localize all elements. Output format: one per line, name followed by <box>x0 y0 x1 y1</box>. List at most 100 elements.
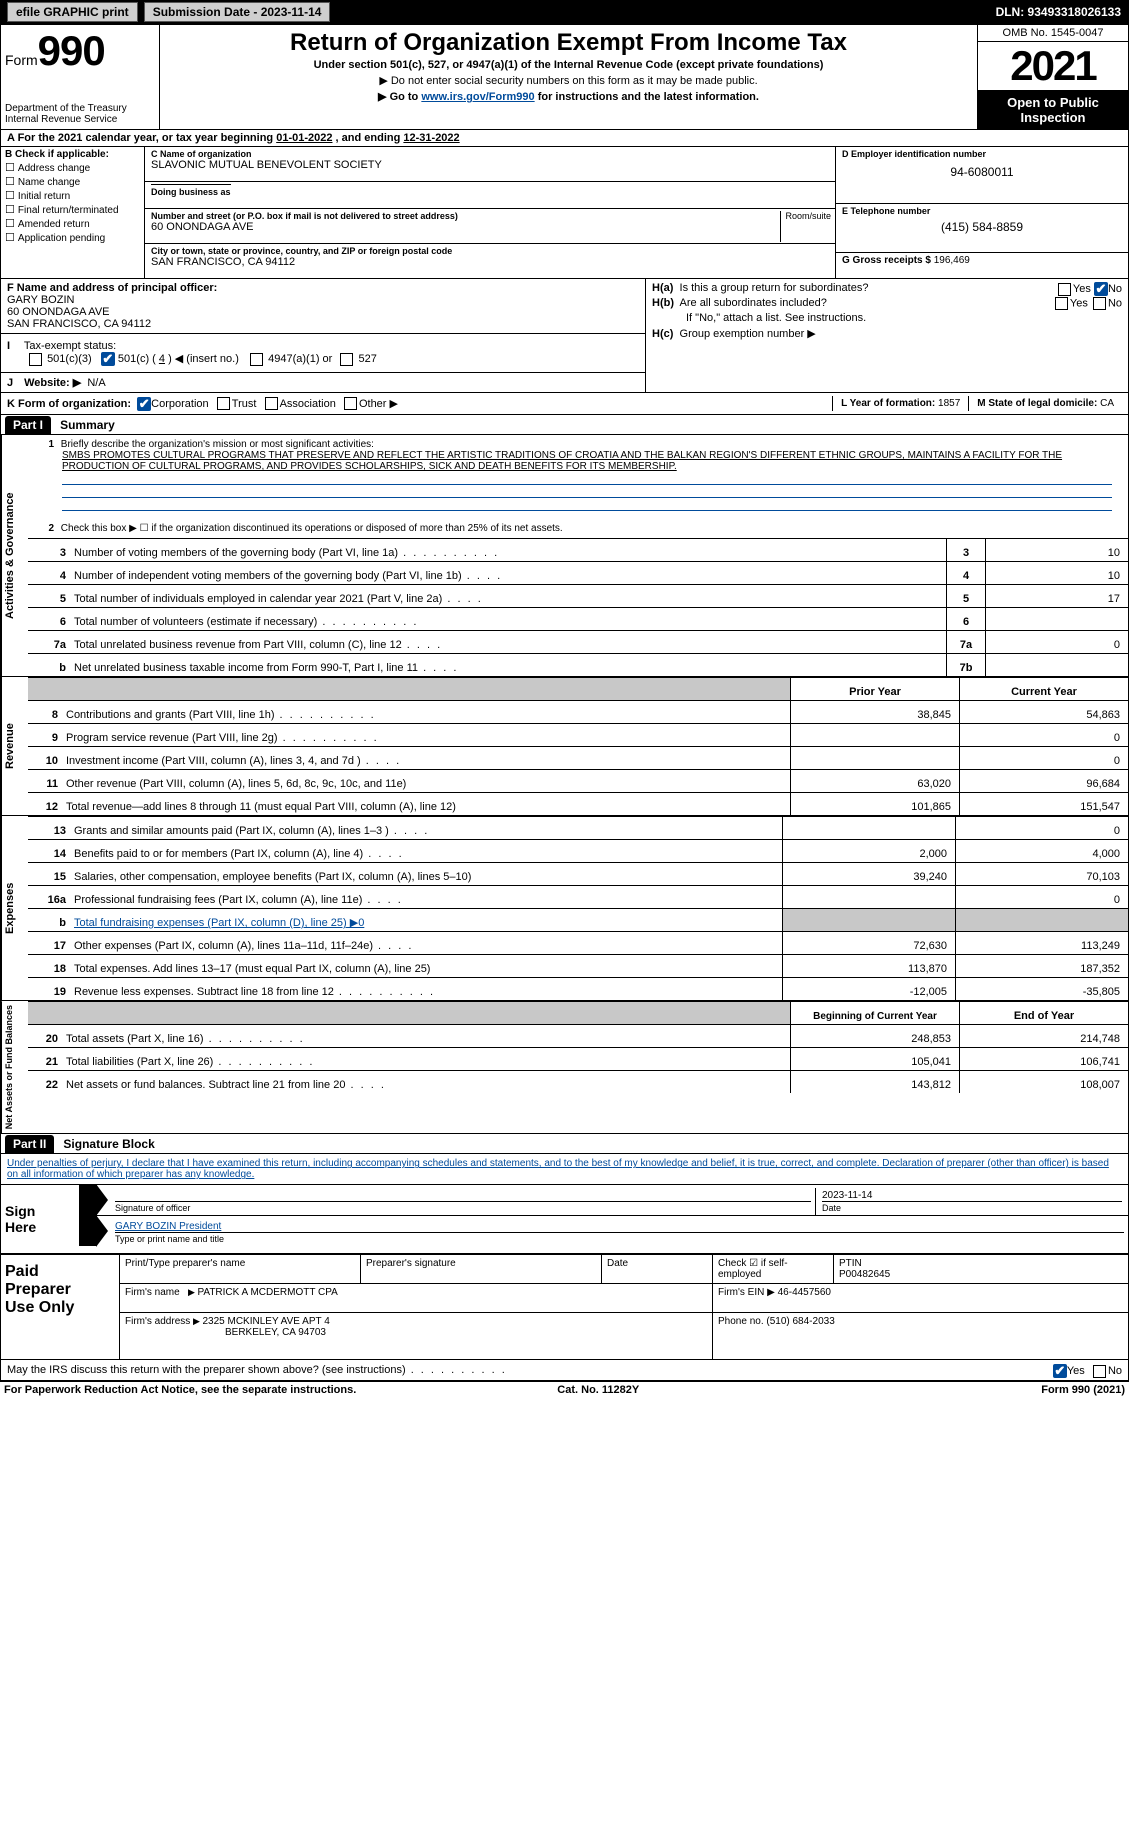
discuss-no-label: No <box>1108 1365 1122 1377</box>
header-right: OMB No. 1545-0047 2021 Open to Public In… <box>977 25 1128 129</box>
dln-label: DLN: 93493318026133 <box>996 5 1121 19</box>
end-year-header: End of Year <box>960 1002 1129 1025</box>
lineA-mid: , and ending <box>336 132 404 144</box>
self-employed-cell: Check ☑ if self-employed <box>713 1255 834 1284</box>
ha-text: Is this a group return for subordinates? <box>680 282 869 294</box>
open-public-badge: Open to Public Inspection <box>978 91 1128 129</box>
submission-date-button[interactable]: Submission Date - 2023-11-14 <box>144 2 331 22</box>
k-trust-label: Trust <box>232 398 257 410</box>
table-row: 5Total number of individuals employed in… <box>28 585 1128 608</box>
printed-name-field: GARY BOZIN President Type or print name … <box>97 1219 1128 1246</box>
m-label: M State of legal domicile: <box>977 398 1100 409</box>
part-ii-badge: Part II <box>5 1135 54 1153</box>
street-address: 60 ONONDAGA AVE <box>151 221 829 233</box>
k-trust[interactable] <box>217 397 230 410</box>
firm-phone-value: (510) 684-2033 <box>766 1316 834 1327</box>
ein-value: 94-6080011 <box>842 165 1122 179</box>
table-row: 19Revenue less expenses. Subtract line 1… <box>28 978 1128 1001</box>
paperwork-notice: For Paperwork Reduction Act Notice, see … <box>4 1384 356 1396</box>
note2-post: for instructions and the latest informat… <box>535 91 759 103</box>
ha-yes-label: Yes <box>1073 283 1091 295</box>
form-version: Form 990 (2021) <box>1041 1384 1125 1396</box>
chk-4947[interactable] <box>250 353 263 366</box>
line-2-block: 2 Check this box ▶ ☐ if the organization… <box>28 515 1128 538</box>
k-assoc[interactable] <box>265 397 278 410</box>
table-row: Beginning of Current YearEnd of Year <box>28 1002 1128 1025</box>
chk-initial-return[interactable]: Initial return <box>5 189 140 202</box>
table-row: bTotal fundraising expenses (Part IX, co… <box>28 909 1128 932</box>
side-activities-governance: Activities & Governance <box>1 435 28 676</box>
firm-ein-cell: Firm's EIN ▶ 46-4457560 <box>713 1284 1129 1313</box>
ha-yes[interactable] <box>1058 283 1071 296</box>
org-name-row: C Name of organization SLAVONIC MUTUAL B… <box>145 147 835 182</box>
chk-amended[interactable]: Amended return <box>5 217 140 230</box>
org-name: SLAVONIC MUTUAL BENEVOLENT SOCIETY <box>151 159 829 171</box>
section-f-h-i-j: F Name and address of principal officer:… <box>1 279 1128 393</box>
efile-print-button[interactable]: efile GRAPHIC print <box>7 2 138 22</box>
table-row: 21Total liabilities (Part X, line 26)105… <box>28 1048 1128 1071</box>
current-year-header: Current Year <box>960 678 1129 701</box>
phone-row: E Telephone number (415) 584-8859 <box>836 204 1128 253</box>
irs-link[interactable]: www.irs.gov/Form990 <box>421 91 534 103</box>
mission-blank-2 <box>62 485 1112 498</box>
ha-no-checked[interactable]: ✔ <box>1094 282 1108 296</box>
opt-4947: 4947(a)(1) or <box>268 353 332 365</box>
hb-no[interactable] <box>1093 297 1106 310</box>
rev-body: Prior YearCurrent Year 8Contributions an… <box>28 677 1128 815</box>
line-2-num: 2 <box>36 523 54 534</box>
table-row: 6Total number of volunteers (estimate if… <box>28 608 1128 631</box>
firm-name-label: Firm's name <box>125 1287 180 1298</box>
hc-text: Group exemption number ▶ <box>680 328 816 340</box>
table-row: 18Total expenses. Add lines 13–17 (must … <box>28 955 1128 978</box>
table-row: 8Contributions and grants (Part VIII, li… <box>28 701 1128 724</box>
form-number: 990 <box>38 27 105 74</box>
opt-527: 527 <box>359 353 377 365</box>
discuss-no[interactable] <box>1093 1365 1106 1378</box>
signature-field[interactable]: Signature of officer <box>97 1199 815 1215</box>
instructions-note: ▶ Go to www.irs.gov/Form990 for instruct… <box>164 90 973 103</box>
firm-name-value: PATRICK A MCDERMOTT CPA <box>188 1287 338 1298</box>
signature-fields: Signature of officer 2023-11-14 Date GAR… <box>79 1185 1128 1253</box>
table-row: 7aTotal unrelated business revenue from … <box>28 631 1128 654</box>
chk-501c-checked[interactable]: ✔ <box>101 352 115 366</box>
chk-name-change[interactable]: Name change <box>5 175 140 188</box>
chk-address-change[interactable]: Address change <box>5 161 140 174</box>
firm-ein-value: 46-4457560 <box>778 1287 831 1298</box>
chk-final-return[interactable]: Final return/terminated <box>5 203 140 216</box>
preparer-table-wrap: Print/Type preparer's name Preparer's si… <box>120 1255 1128 1359</box>
firm-address-line1: 2325 MCKINLEY AVE APT 4 <box>193 1316 330 1327</box>
paid-label: Paid <box>5 1263 39 1280</box>
k-corp-checked[interactable]: ✔ <box>137 397 151 411</box>
signature-date-field: 2023-11-14 Date <box>815 1188 1128 1215</box>
chk-501c3[interactable] <box>29 353 42 366</box>
hb-note: If "No," attach a list. See instructions… <box>686 312 1122 324</box>
officer-street: 60 ONONDAGA AVE <box>7 306 110 318</box>
line-i-label: I <box>7 340 21 352</box>
hb-row: H(b) Are all subordinates included? Yes … <box>652 297 1122 309</box>
prior-year-header: Prior Year <box>791 678 960 701</box>
firm-name-cell: Firm's name PATRICK A MCDERMOTT CPA <box>120 1284 713 1313</box>
table-row: 14Benefits paid to or for members (Part … <box>28 840 1128 863</box>
gross-receipts-row: G Gross receipts $ 196,469 <box>836 253 1128 277</box>
discuss-yes-checked[interactable]: ✔ <box>1053 1364 1067 1378</box>
arrow-icon <box>79 1185 97 1215</box>
header-mid: Return of Organization Exempt From Incom… <box>160 25 977 129</box>
rev-table: Prior YearCurrent Year 8Contributions an… <box>28 677 1128 815</box>
chk-527[interactable] <box>340 353 353 366</box>
chk-application-pending[interactable]: Application pending <box>5 231 140 244</box>
section-b-through-g: B Check if applicable: Address change Na… <box>1 147 1128 279</box>
phone-label: E Telephone number <box>842 206 1122 216</box>
street-row: Number and street (or P.O. box if mail i… <box>145 209 835 244</box>
sign-label: Sign <box>5 1203 35 1219</box>
irs-discuss-question: May the IRS discuss this return with the… <box>1 1360 1128 1381</box>
efile-topbar: efile GRAPHIC print Submission Date - 20… <box>0 0 1129 24</box>
table-row: 12Total revenue—add lines 8 through 11 (… <box>28 793 1128 816</box>
k-other[interactable] <box>344 397 357 410</box>
paid-preparer-block: Paid Preparer Use Only Print/Type prepar… <box>1 1254 1128 1360</box>
opt-501c-post: ) ◀ (insert no.) <box>165 353 239 365</box>
mission-blank-1 <box>62 472 1112 485</box>
ein-row: D Employer identification number 94-6080… <box>836 147 1128 204</box>
line-16b-text[interactable]: Total fundraising expenses (Part IX, col… <box>74 917 364 929</box>
hb-yes[interactable] <box>1055 297 1068 310</box>
hb-text: Are all subordinates included? <box>680 297 827 309</box>
